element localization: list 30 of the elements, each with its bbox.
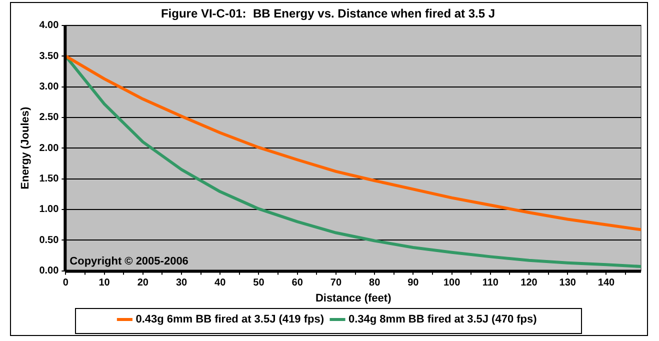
y-tick-label: 0.50 (39, 234, 60, 246)
y-tick-label: 0.00 (39, 266, 60, 277)
y-tick-label: 2.50 (39, 112, 60, 124)
y-tick-label: 3.00 (39, 82, 60, 92)
x-tick-label: 80 (369, 278, 381, 289)
chart-title: Figure VI-C-01: BB Energy vs. Distance when fired at 3.5 J (160, 6, 496, 21)
y-tick-label: 1.00 (39, 204, 60, 216)
x-tick-label: 130 (559, 278, 576, 289)
x-tick-label: 100 (443, 278, 461, 289)
y-tick-label: 1.50 (39, 174, 60, 185)
x-tick-label: 70 (330, 278, 342, 289)
y-tick-label: 2.00 (39, 142, 60, 154)
x-tick-label: 50 (253, 278, 265, 289)
x-tick-label: 140 (598, 278, 616, 289)
x-tick-label: 60 (292, 278, 304, 289)
legend-label: 0.43g 6mm BB fired at 3.5J (419 fps) (136, 314, 324, 326)
annotation: Copyright © 2005-2006 (70, 255, 188, 268)
x-tick-label: 110 (482, 278, 499, 289)
x-tick-label: 20 (137, 278, 149, 289)
x-tick-label: 40 (214, 278, 226, 289)
legend-label: 0.34g 8mm BB fired at 3.5J (470 fps) (348, 314, 538, 326)
y-tick-label: 3.50 (39, 50, 60, 62)
x-tick-label: 30 (176, 278, 188, 289)
x-tick-label: 0 (62, 278, 69, 289)
x-tick-label: 120 (520, 278, 538, 289)
x-tick-label: 90 (408, 278, 420, 289)
x-axis-title: Distance (feet) (315, 292, 392, 304)
x-tick-label: 10 (98, 278, 110, 289)
y-axis-title: Energy (Joules) (20, 106, 32, 190)
y-tick-label: 4.00 (39, 20, 60, 32)
